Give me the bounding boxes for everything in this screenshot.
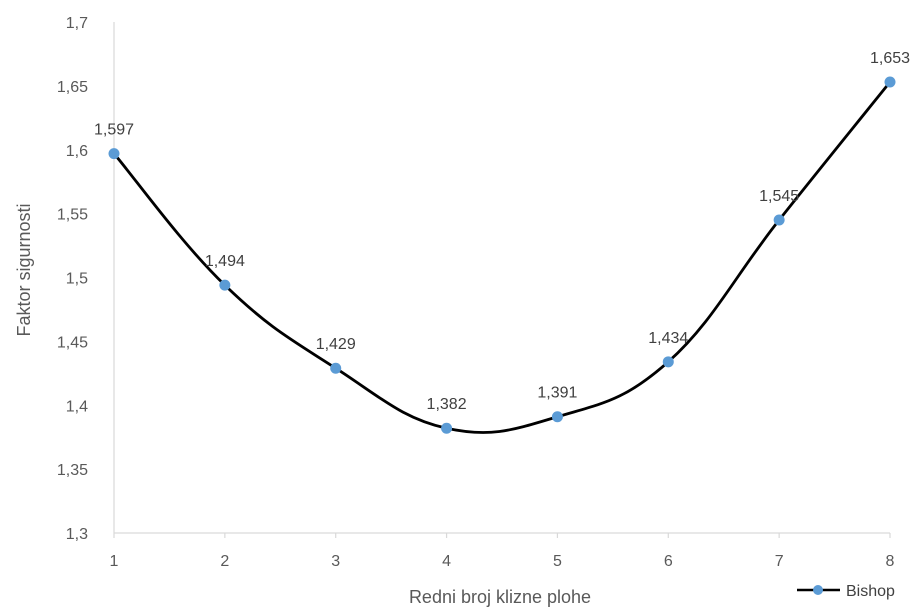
x-tick-label: 3	[331, 553, 340, 570]
legend: Bishop	[797, 583, 895, 600]
data-label: 1,597	[94, 122, 134, 139]
x-tick-label: 7	[775, 553, 784, 570]
data-point	[662, 356, 674, 368]
data-point	[219, 279, 231, 291]
series-layer	[108, 76, 896, 434]
data-point	[441, 422, 453, 434]
y-tick-label: 1,45	[57, 334, 88, 351]
data-point	[330, 362, 342, 374]
x-axis-ticks: 1 2 3 4 5 6 7 8	[110, 533, 895, 570]
data-label: 1,653	[870, 50, 910, 67]
axes	[113, 22, 890, 534]
data-label: 1,382	[427, 396, 467, 413]
x-tick-label: 8	[886, 553, 895, 570]
data-point	[773, 214, 785, 226]
x-tick-label: 5	[553, 553, 562, 570]
x-axis-title: Redni broj klizne plohe	[409, 587, 591, 607]
data-label: 1,494	[205, 253, 245, 270]
y-tick-label: 1,3	[66, 526, 88, 543]
x-tick-label: 1	[110, 553, 119, 570]
y-axis-ticks: 1,3 1,35 1,4 1,45 1,5 1,55 1,6 1,65 1,7	[57, 15, 88, 543]
y-tick-label: 1,4	[66, 398, 88, 415]
data-point	[108, 148, 120, 160]
y-tick-label: 1,55	[57, 207, 88, 224]
y-tick-label: 1,65	[57, 79, 88, 96]
data-label: 1,545	[759, 188, 799, 205]
y-tick-label: 1,5	[66, 271, 88, 288]
x-tick-label: 6	[664, 553, 673, 570]
y-axis-title: Faktor sigurnosti	[14, 203, 34, 336]
data-point	[551, 411, 563, 423]
data-label: 1,391	[537, 385, 577, 402]
data-label: 1,434	[648, 330, 688, 347]
data-point	[884, 76, 896, 88]
y-tick-label: 1,6	[66, 143, 88, 160]
legend-label-bishop: Bishop	[846, 583, 895, 600]
x-tick-label: 4	[442, 553, 451, 570]
y-tick-label: 1,35	[57, 462, 88, 479]
x-tick-label: 2	[220, 553, 229, 570]
y-tick-label: 1,7	[66, 15, 88, 32]
data-label: 1,429	[316, 336, 356, 353]
data-labels: 1,597 1,494 1,429 1,382 1,391 1,434 1,545 1,653	[94, 50, 910, 413]
legend-marker	[813, 585, 823, 595]
